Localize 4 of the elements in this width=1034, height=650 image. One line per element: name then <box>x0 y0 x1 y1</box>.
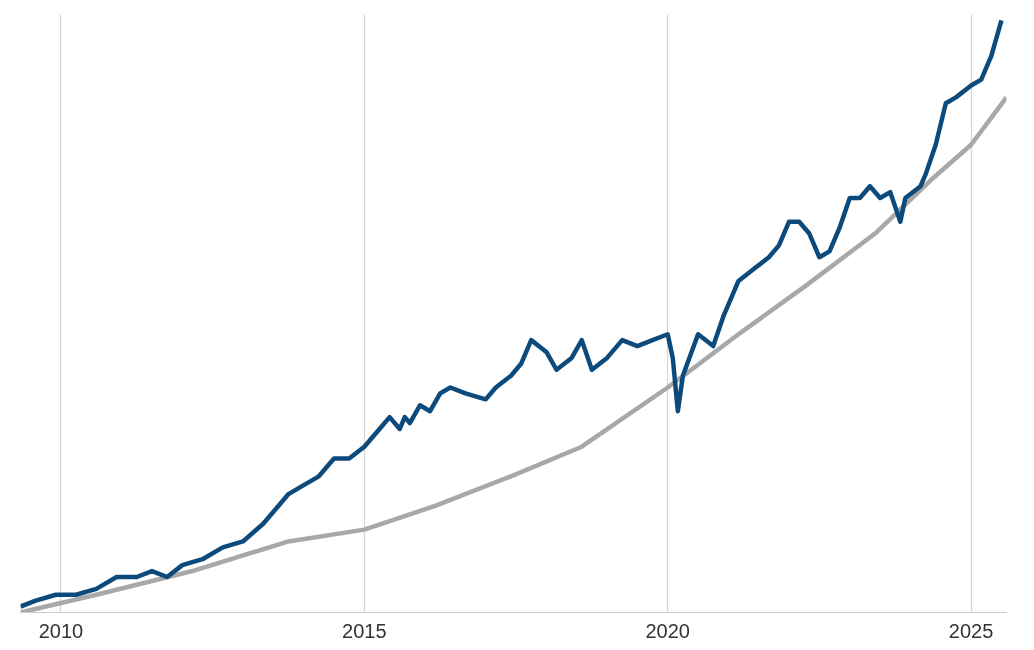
x-tick-label: 2025 <box>948 619 994 642</box>
x-tick-label: 2015 <box>342 619 387 642</box>
x-tick-label: 2010 <box>38 619 84 642</box>
x-tick-label: 2020 <box>645 619 690 642</box>
